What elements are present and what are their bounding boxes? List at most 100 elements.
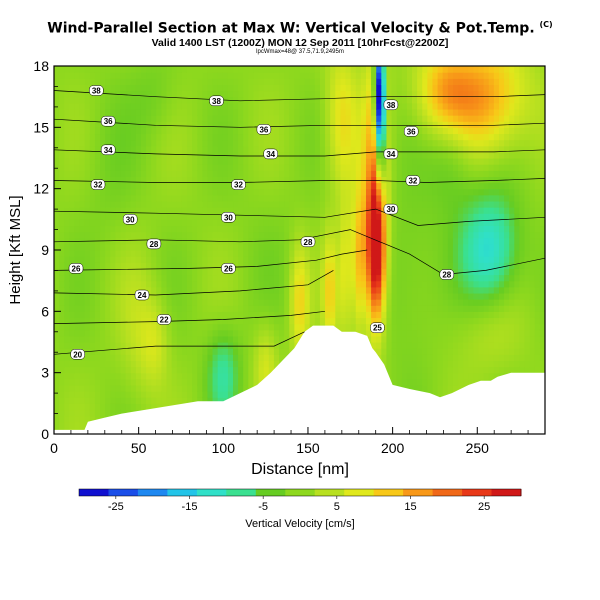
velocity-cell	[186, 243, 193, 251]
velocity-cell	[151, 164, 157, 171]
velocity-cell	[319, 243, 326, 251]
velocity-cell	[350, 84, 357, 92]
velocity-cell	[156, 323, 162, 331]
velocity-cell	[294, 115, 301, 122]
velocity-cell	[135, 280, 142, 288]
velocity-cell	[222, 151, 229, 159]
velocity-cell	[452, 90, 459, 98]
velocity-cell	[59, 231, 65, 239]
velocity-cell	[207, 243, 214, 251]
velocity-cell	[468, 280, 474, 288]
velocity-cell	[171, 305, 178, 312]
velocity-cell	[376, 115, 382, 122]
velocity-cell	[186, 170, 193, 177]
velocity-cell	[94, 66, 101, 73]
velocity-cell	[422, 213, 428, 220]
velocity-cell	[345, 176, 352, 184]
velocity-cell	[125, 335, 132, 343]
velocity-cell	[125, 280, 132, 288]
velocity-cell	[432, 78, 439, 85]
velocity-cell	[217, 256, 224, 263]
velocity-cell	[130, 115, 137, 122]
velocity-cell	[140, 66, 147, 73]
velocity-cell	[227, 158, 234, 165]
velocity-cell	[381, 292, 388, 300]
velocity-cell	[437, 354, 444, 361]
velocity-cell	[120, 151, 127, 159]
velocity-cell	[140, 182, 147, 190]
velocity-cell	[105, 329, 111, 337]
velocity-cell	[345, 90, 352, 98]
velocity-cell	[227, 194, 234, 202]
velocity-cell	[417, 121, 423, 128]
velocity-cell	[309, 164, 316, 171]
velocity-cell	[381, 133, 388, 141]
velocity-cell	[186, 274, 193, 282]
velocity-cell	[54, 158, 60, 165]
velocity-cell	[181, 391, 188, 398]
velocity-cell	[468, 354, 474, 361]
velocity-cell	[468, 335, 474, 343]
velocity-cell	[197, 176, 203, 184]
velocity-cell	[314, 207, 321, 214]
velocity-cell	[151, 366, 157, 374]
velocity-cell	[340, 268, 347, 276]
velocity-cell	[54, 182, 60, 190]
velocity-cell	[284, 127, 290, 135]
velocity-cell	[442, 176, 449, 184]
velocity-cell	[309, 268, 316, 276]
velocity-cell	[386, 133, 393, 141]
velocity-cell	[115, 348, 122, 355]
velocity-cell	[335, 66, 342, 73]
velocity-cell	[202, 384, 209, 392]
velocity-cell	[330, 280, 336, 288]
velocity-cell	[207, 348, 214, 355]
velocity-cell	[110, 194, 116, 202]
velocity-cell	[161, 335, 168, 343]
velocity-cell	[299, 133, 306, 141]
velocity-cell	[89, 372, 96, 380]
velocity-cell	[130, 299, 137, 306]
velocity-cell	[452, 237, 459, 245]
velocity-cell	[422, 219, 428, 227]
velocity-cell	[227, 311, 234, 319]
velocity-cell	[171, 360, 178, 368]
velocity-cell	[391, 268, 398, 276]
velocity-cell	[360, 102, 367, 110]
velocity-cell	[294, 323, 301, 331]
velocity-cell	[340, 170, 347, 177]
velocity-cell	[176, 170, 183, 177]
velocity-cell	[166, 102, 173, 110]
velocity-cell	[186, 108, 193, 116]
velocity-cell	[330, 256, 336, 263]
velocity-cell	[273, 354, 280, 361]
velocity-cell	[396, 96, 403, 104]
velocity-cell	[340, 225, 347, 233]
velocity-cell	[345, 121, 352, 128]
velocity-cell	[350, 200, 357, 208]
velocity-cell	[125, 348, 132, 355]
velocity-cell	[156, 96, 162, 104]
velocity-cell	[192, 127, 198, 135]
velocity-cell	[74, 372, 81, 380]
velocity-cell	[381, 66, 388, 73]
velocity-cell	[94, 250, 101, 257]
velocity-cell	[166, 78, 173, 85]
velocity-cell	[371, 170, 377, 177]
velocity-cell	[74, 170, 81, 177]
velocity-cell	[381, 182, 388, 190]
velocity-cell	[161, 151, 168, 159]
velocity-cell	[273, 127, 280, 135]
velocity-cell	[161, 256, 168, 263]
velocity-cell	[84, 286, 91, 294]
velocity-cell	[238, 158, 244, 165]
velocity-cell	[115, 243, 122, 251]
velocity-cell	[186, 397, 193, 404]
velocity-cell	[105, 108, 111, 116]
velocity-cell	[94, 96, 101, 104]
velocity-cell	[314, 115, 321, 122]
velocity-cell	[330, 200, 336, 208]
velocity-cell	[217, 372, 224, 380]
velocity-cell	[207, 66, 214, 73]
velocity-cell	[227, 305, 234, 312]
